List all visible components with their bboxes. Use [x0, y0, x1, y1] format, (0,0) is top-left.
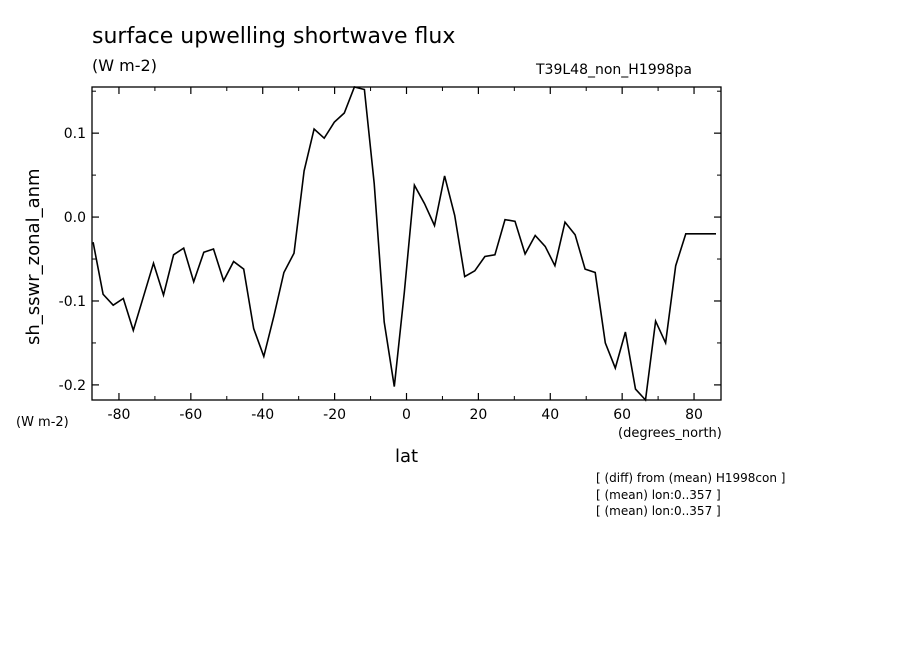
x-tick-label: 40	[541, 407, 559, 423]
y-axis-units: (W m-2)	[16, 415, 69, 430]
chart-title: surface upwelling shortwave flux	[92, 24, 456, 49]
x-tick-label: 80	[685, 407, 703, 423]
x-tick-label: 0	[402, 407, 411, 423]
plot-frame	[91, 86, 722, 401]
x-tick-label: -40	[251, 407, 274, 423]
y-tick-label: -0.1	[59, 294, 86, 310]
x-tick-label: -80	[108, 407, 131, 423]
data-series-line	[92, 86, 716, 402]
y-tick-label: -0.2	[59, 378, 86, 394]
x-axis-label: lat	[395, 446, 419, 467]
y-tick-label: 0.1	[64, 126, 86, 142]
x-tick-label: -60	[179, 407, 202, 423]
x-tick-label: -20	[323, 407, 346, 423]
note-mean-lon-2: [ (mean) lon:0..357 ]	[596, 504, 721, 518]
title-units: (W m-2)	[92, 56, 157, 75]
x-axis-units: (degrees_north)	[618, 426, 722, 441]
note-diff: [ (diff) from (mean) H1998con ]	[596, 471, 786, 485]
y-tick-label: 0.0	[64, 210, 86, 226]
x-tick-label: 20	[469, 407, 487, 423]
run-label: T39L48_non_H1998pa	[536, 62, 692, 78]
note-mean-lon-1: [ (mean) lon:0..357 ]	[596, 488, 721, 502]
x-tick-label: 60	[613, 407, 631, 423]
